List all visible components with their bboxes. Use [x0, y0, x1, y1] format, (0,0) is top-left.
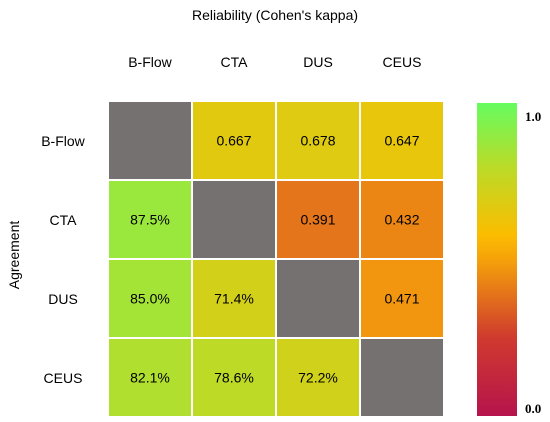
cell-cta-b-flow [107, 179, 193, 260]
cell-label-ceus-dus: 72.2% [298, 370, 338, 386]
row-label-b-flow: B-Flow [41, 133, 85, 149]
cell-dus-ceus [359, 258, 445, 339]
row-label-dus: DUS [48, 291, 78, 307]
cell-ceus-cta [191, 337, 277, 418]
cell-b-flow-ceus [359, 100, 445, 181]
cell-b-flow-b-flow [107, 100, 193, 181]
row-label-ceus: CEUS [43, 370, 83, 386]
cell-label-cta-ceus: 0.432 [384, 212, 419, 228]
cell-ceus-ceus [359, 337, 445, 418]
cell-label-b-flow-ceus: 0.647 [384, 133, 419, 149]
cell-label-cta-b-flow: 87.5% [130, 212, 170, 228]
col-label-ceus: CEUS [382, 54, 422, 70]
col-label-b-flow: B-Flow [128, 54, 172, 70]
cell-label-b-flow-dus: 0.678 [300, 133, 335, 149]
color-scale-min-label: 0.0 [525, 401, 542, 416]
cell-label-cta-dus: 0.391 [300, 212, 335, 228]
cell-label-dus-b-flow: 85.0% [130, 291, 170, 307]
chart-title: Reliability (Cohen's kappa) [191, 7, 359, 23]
cell-b-flow-cta [191, 100, 277, 181]
cell-label-ceus-b-flow: 82.1% [130, 370, 170, 386]
cell-dus-dus [275, 258, 361, 339]
cell-ceus-dus [275, 337, 361, 418]
cell-label-b-flow-cta: 0.667 [216, 133, 251, 149]
heatmap-cells: 0.667 0.678 0.647 87.5% 0.391 0.432 85.0% 71.4%… [107, 100, 445, 418]
row-label-cta: CTA [49, 212, 77, 228]
cell-cta-cta [191, 179, 277, 260]
col-label-cta: CTA [220, 54, 248, 70]
color-scale-bar [477, 103, 517, 416]
cell-label-ceus-cta: 78.6% [214, 370, 254, 386]
cell-label-dus-cta: 71.4% [214, 291, 254, 307]
cell-dus-cta [191, 258, 277, 339]
col-label-dus: DUS [303, 54, 333, 70]
color-scale-max-label: 1.0 [525, 109, 542, 124]
cell-label-dus-ceus: 0.471 [384, 291, 419, 307]
